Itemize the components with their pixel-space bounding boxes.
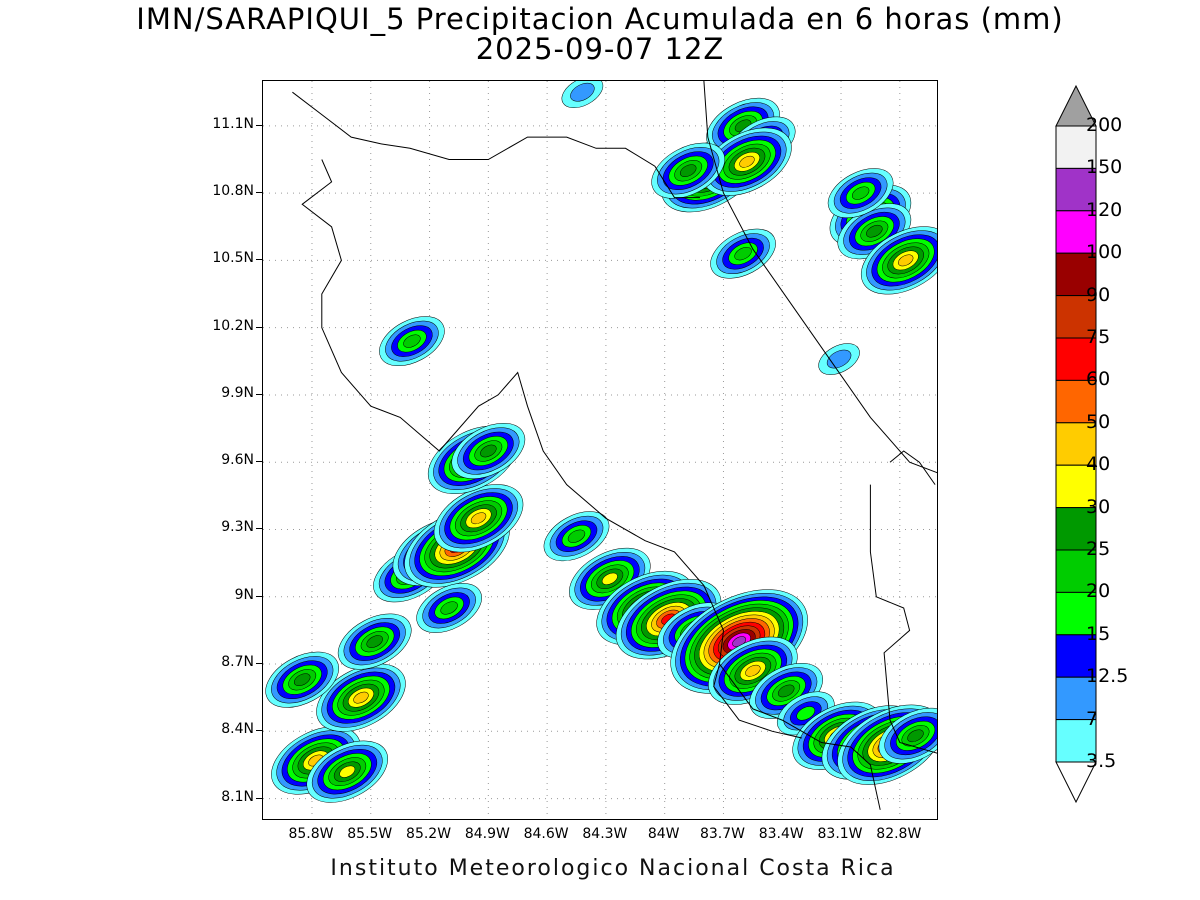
colorbar-label: 50	[1086, 410, 1111, 433]
lon-tick-label: 85.8W	[288, 826, 334, 842]
lat-tick-label: 8.7N	[221, 654, 254, 671]
lat-tick-label: 11.1N	[212, 115, 254, 132]
lat-tick-label: 9N	[234, 586, 254, 603]
lon-tick-label: 82.8W	[876, 826, 922, 842]
colorbar-label: 3.5	[1086, 750, 1117, 772]
lon-tick-label: 85.2W	[406, 826, 452, 842]
precip-contour	[679, 164, 697, 178]
precip-contour	[601, 572, 618, 585]
lat-tick-mark	[256, 393, 262, 395]
colorbar	[1055, 84, 1097, 804]
precip-contour	[339, 765, 356, 778]
precip-contour	[570, 82, 595, 102]
lat-tick-label: 8.1N	[221, 788, 254, 805]
footer-credit: Instituto Meteorologico Nacional Costa R…	[330, 856, 896, 881]
precip-contour	[739, 155, 755, 168]
lat-tick-mark	[256, 326, 262, 328]
colorbar-label: 75	[1086, 326, 1111, 348]
lon-tick-label: 83.4W	[758, 826, 804, 842]
lat-tick-mark	[256, 528, 262, 530]
precip-contour	[907, 729, 924, 743]
coastline-segment	[889, 450, 936, 485]
colorbar-label: 20	[1086, 580, 1111, 603]
lon-tick-label: 84.9W	[464, 826, 510, 842]
precip-contour	[745, 664, 761, 677]
precip-contour	[567, 529, 586, 543]
precip-contour	[866, 224, 883, 238]
colorbar-swatch	[1055, 210, 1097, 254]
precip-contour	[851, 186, 870, 200]
colorbar-label: 120	[1086, 198, 1123, 221]
lat-tick-mark	[256, 595, 262, 597]
precip-contour	[440, 601, 458, 615]
lat-tick-mark	[256, 461, 262, 463]
lon-tick-label: 84.6W	[523, 826, 569, 842]
precip-contour	[366, 635, 383, 648]
colorbar-label: 200	[1086, 114, 1123, 136]
chart-title: IMN/SARAPIQUI_5 Precipitacion Acumulada …	[136, 2, 1064, 36]
precipitation-map	[263, 81, 937, 819]
lon-tick-label: 83.7W	[699, 826, 745, 842]
lat-tick-label: 9.9N	[221, 384, 254, 401]
lat-tick-mark	[256, 192, 262, 194]
lon-tick-label: 85.5W	[347, 826, 393, 842]
colorbar-swatch	[1055, 719, 1097, 763]
colorbar-label: 100	[1086, 241, 1123, 264]
precipitation-field	[265, 81, 937, 803]
colorbar-swatch	[1055, 464, 1097, 509]
lat-tick-label: 10.5N	[212, 250, 254, 267]
colorbar-label: 60	[1086, 368, 1111, 391]
precip-contour	[480, 444, 497, 458]
precip-contour	[734, 247, 752, 261]
map-panel	[262, 80, 938, 820]
colorbar-label: 150	[1086, 156, 1123, 179]
lat-tick-label: 10.8N	[212, 183, 254, 200]
colorbar-swatch	[1055, 634, 1097, 678]
chart-subtitle-date: 2025-09-07 12Z	[475, 32, 725, 66]
colorbar-swatch	[1055, 422, 1097, 466]
lat-tick-mark	[256, 730, 262, 732]
coastline-segment	[292, 91, 700, 199]
colorbar-label: 90	[1086, 283, 1111, 306]
colorbar-label: 7	[1086, 707, 1099, 730]
precip-contour	[353, 691, 369, 704]
lon-tick-label: 83.1W	[817, 826, 863, 842]
lat-tick-label: 9.3N	[221, 519, 254, 536]
coastline	[292, 81, 937, 810]
precip-contour	[898, 254, 914, 267]
colorbar-swatch	[1055, 125, 1097, 169]
colorbar-swatch	[1055, 507, 1097, 551]
lat-tick-mark	[256, 259, 262, 261]
colorbar-label: 25	[1086, 538, 1111, 560]
lat-tick-label: 9.6N	[221, 452, 254, 469]
colorbar-swatch	[1055, 549, 1097, 593]
coastline-segment	[869, 484, 937, 754]
lon-tick-label: 84W	[647, 826, 680, 842]
lat-tick-label: 10.2N	[212, 317, 254, 334]
colorbar-swatch	[1055, 252, 1097, 297]
colorbar-swatch	[1055, 295, 1097, 339]
colorbar-bottom-arrow	[1055, 761, 1097, 804]
colorbar-swatch	[1055, 167, 1097, 212]
coastline-segment	[301, 159, 881, 810]
precip-contour	[777, 684, 795, 698]
colorbar-label: 15	[1086, 622, 1111, 645]
colorbar-swatch	[1055, 379, 1097, 424]
precip-contour	[403, 334, 421, 348]
lat-tick-label: 8.4N	[221, 721, 254, 738]
precip-contour	[796, 706, 816, 721]
coastline-segment	[703, 81, 937, 474]
lat-tick-mark	[256, 124, 262, 126]
colorbar-label: 40	[1086, 453, 1111, 476]
colorbar-label: 12.5	[1086, 665, 1129, 688]
coastline-segment	[713, 663, 802, 739]
precip-contour	[293, 673, 311, 687]
lat-tick-mark	[256, 663, 262, 665]
colorbar-label: 30	[1086, 495, 1111, 518]
lat-tick-mark	[256, 797, 262, 799]
lon-tick-label: 84.3W	[582, 826, 628, 842]
colorbar-swatch	[1055, 337, 1097, 381]
precip-contour	[470, 512, 487, 525]
